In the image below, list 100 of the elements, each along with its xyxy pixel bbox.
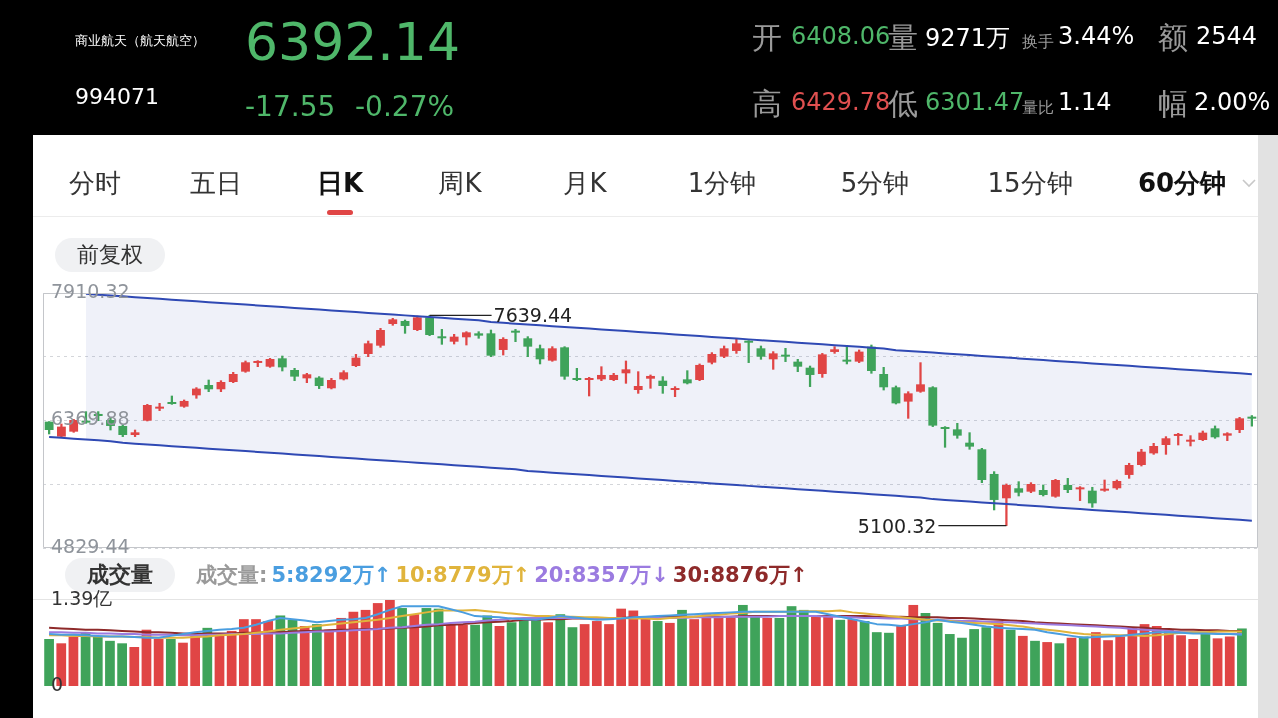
bar <box>190 635 201 686</box>
series-label: 5:8292万↑ <box>271 562 392 589</box>
bar <box>458 624 468 686</box>
bar <box>1017 635 1028 686</box>
text: 1分钟 <box>687 167 757 200</box>
bar <box>470 624 480 686</box>
text: 9271万 <box>925 23 1011 54</box>
bar <box>1176 635 1186 686</box>
bar <box>214 635 225 686</box>
bar <box>1115 636 1126 686</box>
bar <box>689 619 700 686</box>
bar <box>494 625 505 686</box>
bar <box>299 625 310 686</box>
bar <box>1066 637 1077 686</box>
bar <box>1212 638 1223 686</box>
bar <box>1090 632 1101 686</box>
candlestick <box>916 362 925 393</box>
bar <box>811 616 821 686</box>
bar <box>1200 634 1211 686</box>
bar <box>385 600 395 686</box>
bar <box>652 621 663 686</box>
bar <box>884 632 894 686</box>
candlestick <box>155 403 165 411</box>
text: 15分钟 <box>987 167 1073 200</box>
candlestick <box>646 374 655 389</box>
candlestick <box>1100 479 1110 492</box>
bar <box>579 624 590 686</box>
bar <box>445 624 456 686</box>
bar <box>835 619 846 686</box>
bar <box>555 614 566 686</box>
bar <box>226 630 237 686</box>
annotation: 5100.32 <box>857 514 937 537</box>
bar <box>482 615 493 686</box>
bar <box>908 604 919 686</box>
text: 月K <box>563 167 607 200</box>
text: 量比 <box>1022 98 1054 119</box>
bar <box>1188 638 1199 686</box>
bar <box>957 637 967 686</box>
candlestick <box>596 366 606 382</box>
bar <box>725 617 736 686</box>
bar <box>628 610 639 686</box>
bar <box>68 636 79 686</box>
bar <box>397 608 407 686</box>
bar <box>1103 640 1113 686</box>
text: 开 <box>752 19 782 57</box>
bar <box>847 619 858 686</box>
text: 高 <box>752 85 782 123</box>
text: 2.00% <box>1194 88 1271 116</box>
bar <box>981 627 992 686</box>
bar <box>324 629 334 686</box>
candlestick <box>781 347 790 362</box>
text: 60分钟 <box>1137 167 1227 200</box>
annotation: 7639.44 <box>493 304 573 327</box>
bar <box>1042 642 1053 686</box>
bar <box>750 616 760 686</box>
candlestick <box>511 329 520 343</box>
series-label: 10:8779万↑ <box>395 562 531 589</box>
text: -0.27% <box>355 90 455 123</box>
bar <box>774 617 785 686</box>
bar <box>409 614 420 686</box>
bar <box>1237 628 1247 686</box>
text: 分时 <box>69 167 121 200</box>
text: 2544 <box>1196 22 1258 50</box>
bar <box>129 647 140 686</box>
legend-title: 成交量: <box>196 562 268 589</box>
series-label: 30:8876万↑ <box>672 562 808 589</box>
y-tick-label: 4829.44 <box>51 534 130 557</box>
text: -17.55 <box>245 90 336 123</box>
text: 1.14 <box>1058 88 1112 116</box>
text: 量 <box>888 19 918 57</box>
bar <box>1005 629 1016 686</box>
bar <box>677 609 687 686</box>
bar <box>859 621 870 686</box>
bar <box>944 634 955 686</box>
bar <box>932 622 943 686</box>
text: 6392.14 <box>245 12 461 72</box>
bar <box>178 642 188 686</box>
bar <box>531 619 541 686</box>
bar <box>1054 643 1065 686</box>
y-tick-label: 7910.32 <box>51 279 130 302</box>
bar <box>518 619 529 686</box>
bar <box>762 617 773 686</box>
text: 前复权 <box>55 238 165 272</box>
bar <box>616 608 627 686</box>
text: 低 <box>888 85 918 123</box>
text: 五日 <box>190 167 242 200</box>
bar <box>604 624 614 686</box>
candlestick <box>965 432 975 450</box>
bar <box>263 621 274 686</box>
bar <box>664 622 675 686</box>
text: 额 <box>1158 19 1188 57</box>
bar <box>543 622 553 686</box>
bar <box>871 632 882 686</box>
bar <box>44 638 54 686</box>
bar <box>896 625 906 686</box>
bar <box>591 621 602 686</box>
text: 商业航天（航天航空） <box>75 32 205 50</box>
text: 幅 <box>1158 85 1188 123</box>
bar <box>506 622 517 686</box>
text: 周K <box>438 167 482 200</box>
